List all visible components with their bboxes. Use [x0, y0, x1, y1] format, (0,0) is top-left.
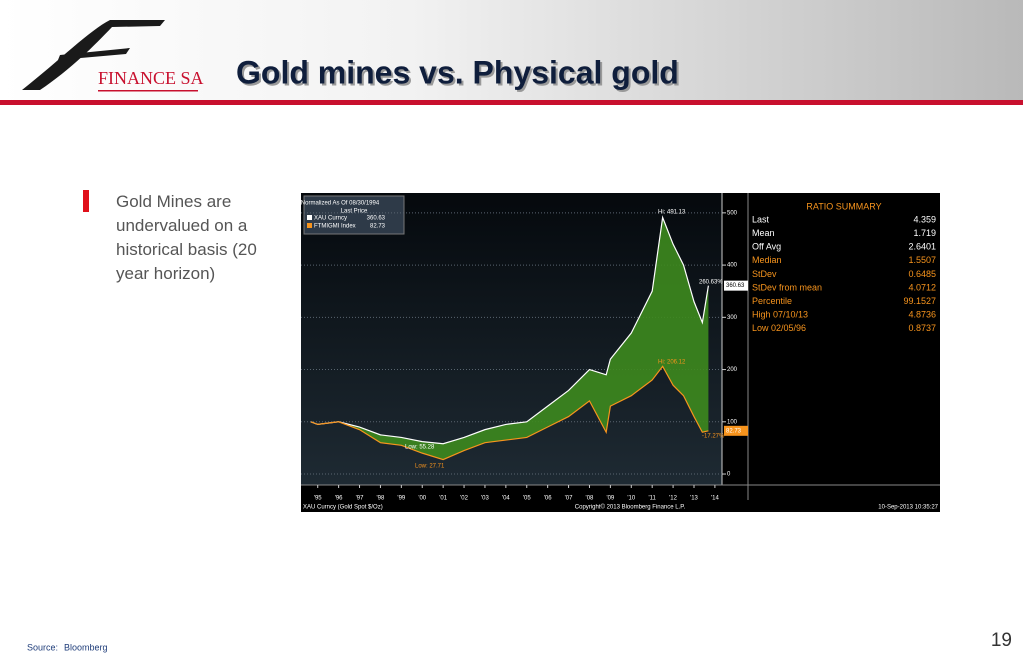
legend-title: Normalized As Of 08/30/1994 [301, 201, 380, 207]
y-tick-label: 0 [727, 472, 731, 478]
ratio-label: Mean [752, 228, 775, 238]
x-tick-label: '96 [335, 496, 343, 502]
x-tick-label: '09 [606, 496, 614, 502]
x-tick-label: '07 [565, 496, 573, 502]
x-tick-label: '06 [544, 496, 552, 502]
last-value-tag [724, 425, 748, 436]
x-tick-label: '12 [669, 496, 677, 502]
y-tick-label: 400 [727, 263, 738, 269]
x-tick-label: '08 [586, 496, 594, 502]
x-tick-label: '11 [648, 496, 656, 502]
x-tick-label: '04 [502, 496, 510, 502]
legend-label: FTMIGMI Index [314, 224, 356, 230]
x-tick-label: '14 [711, 496, 719, 502]
annotation: -17.27% [702, 434, 725, 440]
legend-swatch [307, 215, 312, 220]
ratio-value: 1.719 [913, 228, 936, 238]
legend-label: XAU Curncy [314, 216, 347, 222]
ratio-value: 0.6485 [908, 269, 936, 279]
x-tick-label: '13 [690, 496, 698, 502]
series-line [310, 365, 709, 461]
x-axis-label: XAU Curncy (Gold Spot $/Oz) [303, 505, 383, 511]
annotation: 260.63% [699, 280, 723, 286]
legend-value: 360.63 [367, 216, 386, 222]
ratio-label: Median [752, 255, 782, 265]
ratio-label: Low 02/05/96 [752, 323, 806, 333]
x-tick-label: '97 [356, 496, 364, 502]
annotation: Hi: 491.13 [658, 210, 686, 216]
header-band [0, 0, 1023, 100]
ratio-label: Percentile [752, 296, 792, 306]
logo-rule [98, 90, 198, 92]
ratio-value: 1.5507 [908, 255, 936, 265]
last-value-label: 360.63 [726, 283, 745, 289]
copyright: Copyright© 2013 Bloomberg Finance L.P. [575, 504, 686, 511]
y-tick-label: 500 [727, 210, 738, 216]
x-tick-label: '98 [377, 496, 385, 502]
annotation: Low: 55.28 [405, 445, 435, 451]
x-tick-label: '95 [314, 496, 322, 502]
annotation: Low: 27.71 [415, 464, 445, 470]
last-value-tag [724, 280, 748, 291]
legend-swatch [307, 223, 312, 228]
ratio-value: 99.1527 [903, 296, 936, 306]
x-tick-label: '02 [460, 496, 468, 502]
ratio-title: RATIO SUMMARY [806, 201, 881, 211]
logo-mark [22, 20, 165, 90]
ratio-label: Last [752, 214, 770, 224]
y-tick-label: 300 [727, 315, 738, 321]
bullet-text: Gold Mines are undervalued on a historic… [116, 192, 257, 283]
header-rule [0, 100, 1023, 105]
ratio-label: Off Avg [752, 242, 781, 252]
spread-area [310, 217, 709, 460]
slide-title: Gold mines vs. Physical gold [236, 54, 679, 90]
ratio-value: 2.6401 [908, 242, 936, 252]
x-tick-label: '10 [627, 496, 635, 502]
ratio-label: StDev [752, 269, 777, 279]
x-tick-label: '03 [481, 496, 489, 502]
x-tick-label: '00 [418, 496, 426, 502]
bullet-marker [83, 190, 89, 212]
ratio-label: StDev from mean [752, 282, 822, 292]
y-tick-label: 200 [727, 367, 738, 373]
y-tick-label: 100 [727, 419, 738, 425]
x-tick-label: '05 [523, 496, 531, 502]
ratio-value: 4.359 [913, 214, 936, 224]
series-line [310, 215, 710, 445]
title-shadow: Gold mines vs. Physical gold [238, 56, 681, 92]
last-value-label: 82.73 [726, 428, 742, 434]
legend-value: 82.73 [370, 224, 386, 230]
timestamp: 10-Sep-2013 10:35:27 [878, 505, 938, 511]
page-number: 19 [991, 630, 1012, 651]
logo-mark [58, 48, 130, 60]
ratio-label: High 07/10/13 [752, 310, 808, 320]
legend-box [303, 195, 405, 235]
source-text: Bloomberg [64, 642, 108, 652]
ratio-value: 0.8737 [908, 323, 936, 333]
source-label: Source: [27, 642, 58, 652]
legend-subtitle: Last Price [341, 209, 368, 215]
ratio-value: 4.0712 [908, 282, 936, 292]
annotation: Hi: 206.12 [658, 360, 686, 366]
x-tick-label: '99 [397, 496, 405, 502]
logo-text: FINANCE SA [98, 68, 204, 88]
ratio-value: 4.8736 [908, 310, 936, 320]
x-tick-label: '01 [439, 496, 447, 502]
